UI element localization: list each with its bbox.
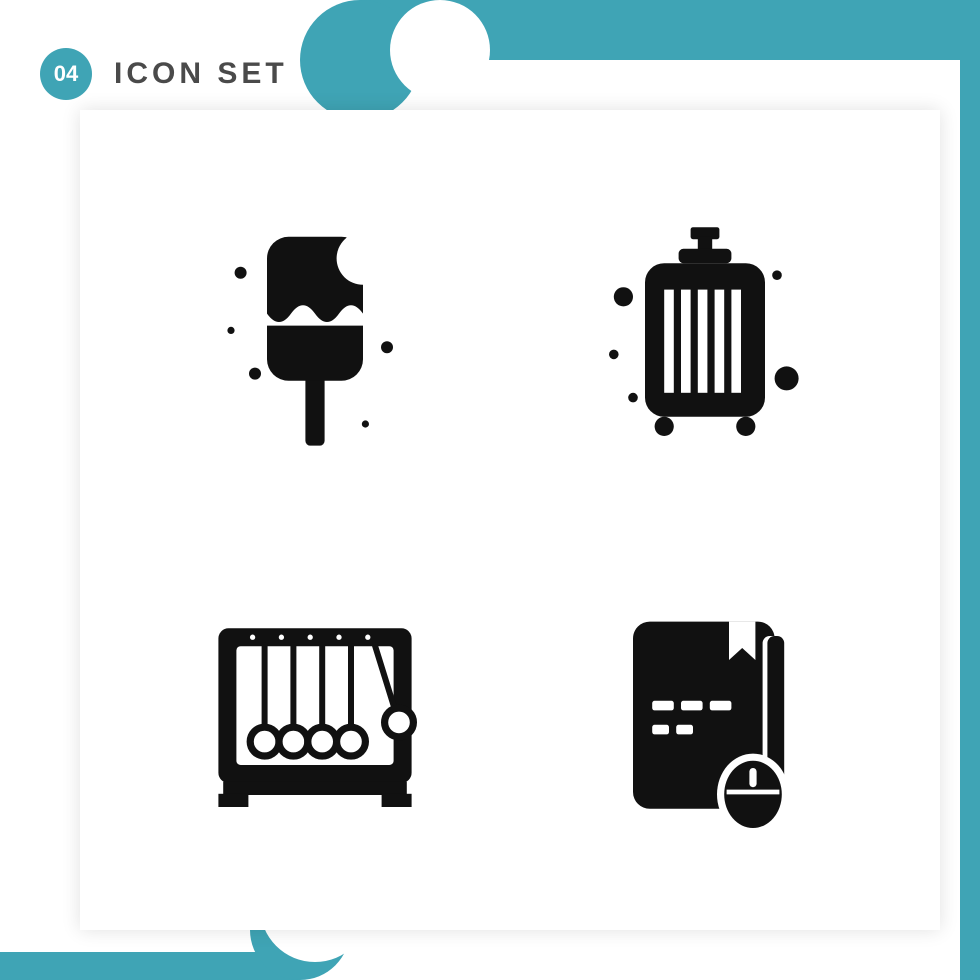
page-title: ICON SET: [114, 57, 288, 91]
newton-cradle-icon: Newton's cradle / physics: [195, 600, 435, 840]
ice-cream-icon: Ice cream / summer: [195, 220, 435, 460]
decor-corner-bottom: [0, 952, 300, 980]
icon-cell: Luggage / travel: [530, 170, 880, 510]
stage: 04 ICON SET: [0, 0, 980, 980]
icon-cell: E-book with mouse / e-learning: [530, 550, 880, 890]
decor-corner-top: [360, 0, 980, 60]
decor-right-band: [960, 0, 980, 980]
count-badge: 04: [40, 48, 92, 100]
suitcase-icon: Luggage / travel: [585, 220, 825, 460]
icon-grid: Ice cream / summer: [80, 110, 940, 930]
ebook-mouse-icon: E-book with mouse / e-learning: [585, 600, 825, 840]
header: 04 ICON SET: [40, 48, 288, 100]
icon-cell: Ice cream / summer: [140, 170, 490, 510]
icon-cell: Newton's cradle / physics: [140, 550, 490, 890]
icon-card: Ice cream / summer: [80, 110, 940, 930]
